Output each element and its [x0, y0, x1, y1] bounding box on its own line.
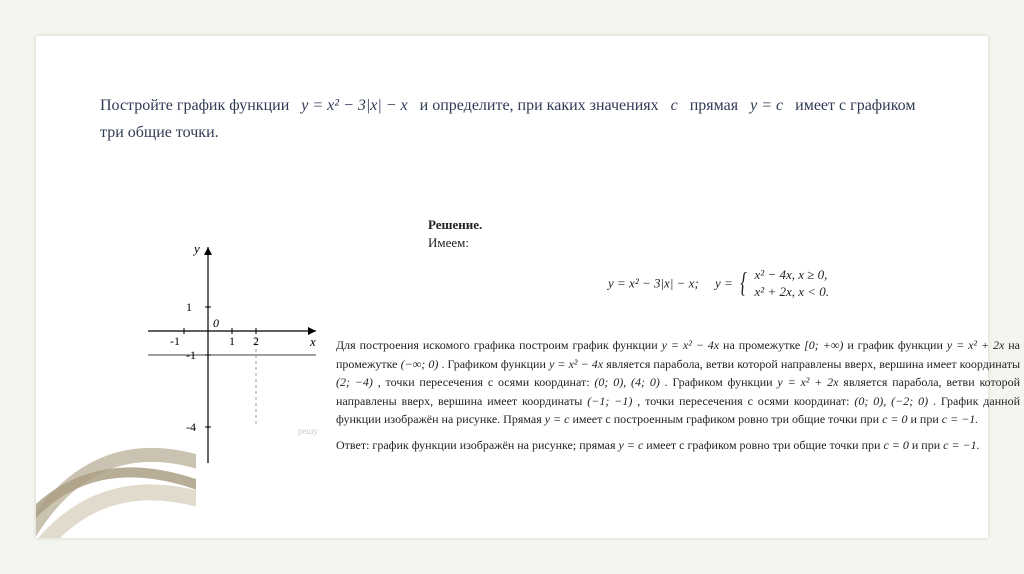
problem-main-formula: y = x² − 3|x| − x	[301, 97, 407, 114]
problem-mid: и определите, при каких значениях	[420, 97, 659, 114]
solution-body: Для построения искомого графика построим…	[336, 336, 1020, 462]
problem-prefix: Постройте график функции	[100, 97, 289, 114]
problem-suffix: имеет с графиком	[795, 97, 915, 114]
svg-text:x: x	[309, 334, 316, 349]
problem-line-formula: y = c	[750, 97, 783, 114]
cases: x² − 4x, x ≥ 0, x² + 2x, x < 0.	[755, 267, 830, 301]
problem-statement: Постройте график функции y = x² − 3|x| −…	[100, 92, 1000, 146]
svg-text:y: y	[192, 241, 200, 256]
svg-text:-1: -1	[186, 348, 196, 362]
solution-para1: Для построения искомого графика построим…	[336, 336, 1020, 429]
watermark: решу	[298, 426, 318, 436]
case2: x² + 2x, x < 0.	[755, 284, 830, 299]
equation-block: y = x² − 3|x| − x; y = { x² − 4x, x ≥ 0,…	[608, 264, 829, 305]
case1: x² − 4x, x ≥ 0,	[755, 267, 828, 282]
eq-y: y =	[715, 275, 733, 290]
function-graph: 0 x y -1 1 2 1 -1 -4	[98, 236, 318, 471]
svg-text:-1: -1	[170, 334, 180, 348]
problem-c: c	[671, 97, 678, 114]
svg-text:2: 2	[253, 334, 259, 348]
svg-text:0: 0	[213, 316, 219, 330]
solution-heading: Решение.	[428, 216, 482, 235]
solution-answer: Ответ: график функции изображён на рисун…	[336, 436, 1020, 455]
svg-text:-4: -4	[186, 420, 196, 434]
slide: Постройте график функции y = x² − 3|x| −…	[36, 36, 988, 538]
problem-line2: три общие точки.	[100, 124, 219, 141]
left-brace-icon: {	[740, 264, 747, 305]
problem-mid2: прямая	[690, 97, 738, 114]
eq-left: y = x² − 3|x| − x;	[608, 275, 699, 290]
svg-text:1: 1	[229, 334, 235, 348]
svg-text:1: 1	[186, 300, 192, 314]
solution-have: Имеем:	[428, 234, 469, 253]
